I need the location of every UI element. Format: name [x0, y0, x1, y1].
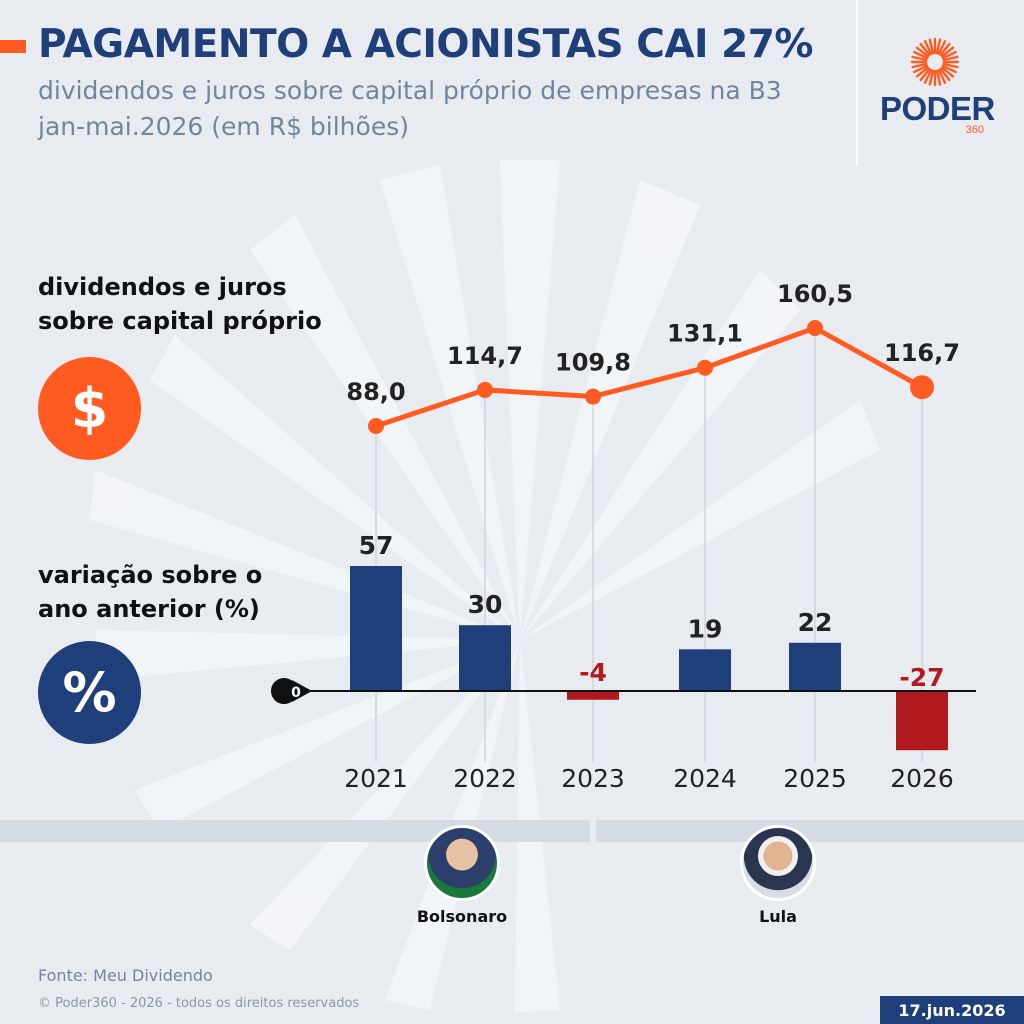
- x-tick-label: 2023: [561, 764, 625, 793]
- x-tick-label: 2021: [344, 764, 408, 793]
- logo-subtext: 360: [965, 124, 984, 136]
- x-tick-label: 2025: [783, 764, 847, 793]
- subtitle-line-2: jan-mai.2026 (em R$ bilhões): [38, 112, 409, 141]
- sun-icon: [910, 37, 960, 87]
- bar-label-line-1: variação sobre o: [38, 561, 263, 589]
- sun-ray: [913, 50, 929, 60]
- sun-ray: [928, 38, 935, 55]
- sun-ray: [939, 67, 951, 82]
- sun-ray: [942, 62, 959, 69]
- sun-ray: [913, 64, 929, 74]
- person-lula: Lula: [718, 825, 838, 926]
- sun-ray: [919, 67, 931, 82]
- sun-ray: [940, 66, 955, 78]
- sun-ray: [937, 40, 947, 56]
- sun-ray: [941, 64, 957, 74]
- bolsonaro-name: Bolsonaro: [416, 907, 508, 926]
- page-title: PAGAMENTO A ACIONISTAS CAI 27%: [38, 22, 813, 67]
- line-point: [910, 375, 934, 400]
- date-badge: 17.jun.2026: [880, 996, 1024, 1024]
- lula-photo: [740, 825, 816, 901]
- bar-label: 22: [798, 608, 833, 637]
- person-bolsonaro: Bolsonaro: [402, 825, 522, 926]
- title-marker: [0, 40, 26, 53]
- line-point: [807, 320, 823, 336]
- line-section-label: dividendos e juros sobre capital próprio: [38, 270, 338, 338]
- sun-ray: [911, 55, 928, 62]
- line-label-line-1: dividendos e juros: [38, 273, 287, 301]
- sun-ray: [915, 66, 930, 78]
- lula-term-strip: [596, 820, 1024, 842]
- bar: [789, 642, 841, 691]
- bar-label: -27: [899, 663, 944, 692]
- sun-ray: [942, 55, 959, 62]
- bar-label: 30: [468, 590, 503, 619]
- line-label-line-2: sobre capital próprio: [38, 307, 322, 335]
- subtitle-line-1: dividendos e juros sobre capital próprio…: [38, 76, 782, 105]
- chart: 57 30 -4 19 22 -27 0 88,0 114,7 109,8 131,1 160,5 11…: [271, 280, 976, 793]
- source-text: Fonte: Meu Dividendo: [38, 966, 213, 985]
- sun-ray: [940, 46, 955, 58]
- line-point-label: 131,1: [667, 320, 743, 348]
- sun-ray: [941, 50, 957, 60]
- percent-icon: %: [38, 641, 141, 744]
- sun-ray: [935, 69, 942, 86]
- sun-ray: [939, 42, 951, 57]
- bar: [567, 691, 619, 700]
- bar-label: -4: [579, 658, 607, 687]
- bar: [679, 649, 731, 691]
- x-tick-label: 2024: [673, 764, 737, 793]
- sun-ray: [937, 68, 947, 84]
- header-divider: [856, 0, 858, 166]
- lula-name: Lula: [759, 907, 797, 926]
- line-point-label: 116,7: [884, 339, 960, 367]
- line-point: [697, 359, 713, 376]
- bar: [350, 566, 402, 691]
- sun-ray: [911, 62, 928, 69]
- logo-text: PODER: [880, 90, 995, 127]
- sun-ray: [923, 68, 933, 84]
- bar-section-label: variação sobre o ano anterior (%): [38, 558, 338, 626]
- line-point: [477, 381, 493, 398]
- poder360-logo: PODER 360: [880, 36, 995, 140]
- line-point: [368, 418, 384, 434]
- bar-label: 19: [688, 614, 723, 643]
- dollar-icon: $: [38, 357, 141, 460]
- line-point: [585, 388, 601, 405]
- bar-label: 57: [359, 531, 394, 560]
- sun-ray: [919, 42, 931, 57]
- bar-label-line-2: ano anterior (%): [38, 595, 260, 623]
- line-point-label: 114,7: [447, 342, 523, 370]
- sun-ray: [923, 40, 933, 56]
- bar: [459, 625, 511, 691]
- copyright-text: © Poder360 - 2026 - todos os direitos re…: [38, 996, 360, 1011]
- bar: [896, 691, 948, 751]
- line-point-label: 109,8: [555, 349, 631, 377]
- line-point-label: 88,0: [346, 378, 405, 406]
- x-tick-label: 2026: [890, 764, 954, 793]
- sun-ray: [935, 38, 942, 55]
- sun-ray: [915, 46, 930, 58]
- zero-label: 0: [291, 685, 301, 701]
- bolsonaro-photo: [424, 825, 500, 901]
- sun-ray: [928, 69, 935, 86]
- line-series: [375, 325, 924, 429]
- x-tick-label: 2022: [453, 764, 517, 793]
- zero-marker-tip: [292, 680, 312, 702]
- line-point-label: 160,5: [777, 280, 853, 308]
